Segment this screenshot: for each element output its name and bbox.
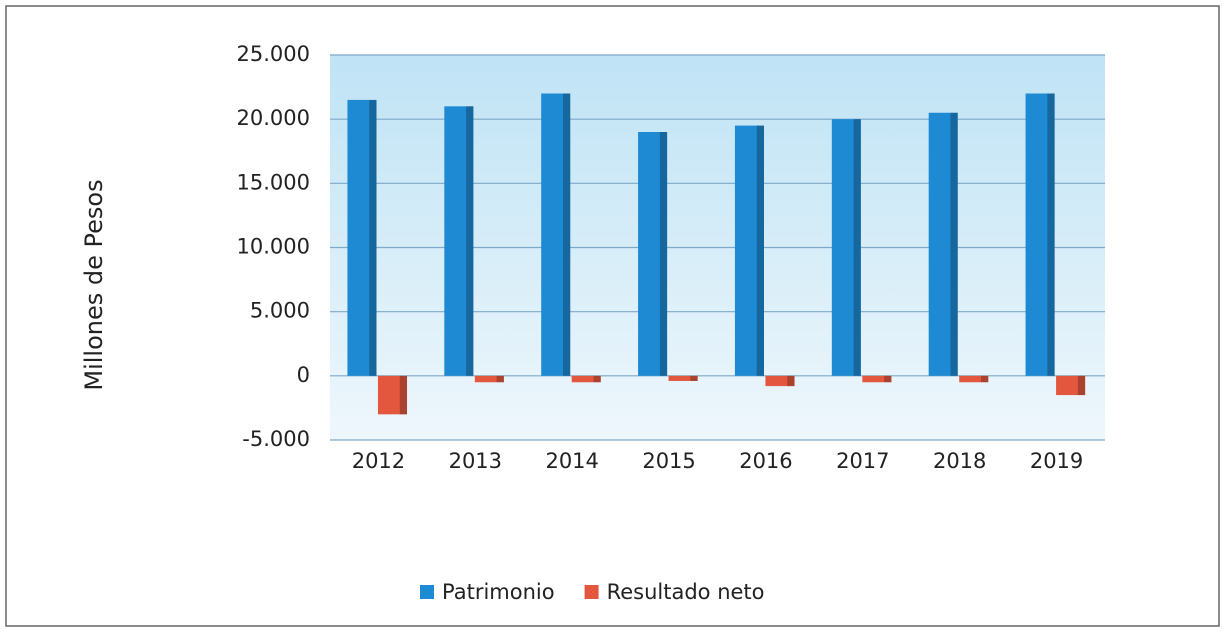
y-tick-label: 10.000	[237, 235, 310, 259]
bar	[668, 375, 698, 381]
bar-shade	[853, 119, 861, 376]
x-tick-label: 2017	[836, 449, 889, 473]
bar	[347, 99, 377, 376]
bar	[928, 112, 958, 376]
bar-shade	[756, 125, 764, 376]
bar	[1056, 375, 1086, 396]
bar-shade	[562, 93, 571, 376]
y-tick-label: 5.000	[250, 299, 310, 323]
y-tick-label: 0	[297, 363, 310, 387]
bar	[571, 375, 601, 383]
bar	[734, 125, 764, 376]
bar-shade	[1077, 375, 1086, 396]
bar-shade	[369, 99, 377, 376]
bar	[377, 375, 408, 415]
x-tick-label: 2019	[1030, 449, 1083, 473]
bar	[474, 375, 504, 383]
bar-shade	[593, 375, 601, 383]
x-tick-label: 2016	[739, 449, 792, 473]
y-tick-label: -5.000	[242, 427, 310, 451]
bar-shade	[884, 375, 892, 383]
x-tick-label: 2014	[545, 449, 598, 473]
legend-swatch	[584, 585, 599, 599]
bar	[959, 375, 989, 383]
x-tick-label: 2015	[642, 449, 695, 473]
y-tick-label: 20.000	[237, 106, 310, 130]
bar-shade	[981, 375, 989, 383]
bar-shade	[399, 375, 408, 415]
bar-shade	[690, 375, 698, 381]
legend-swatch	[420, 585, 434, 599]
bar	[1025, 93, 1055, 376]
bar	[862, 375, 892, 383]
bar	[831, 119, 861, 376]
bar-shade	[950, 112, 958, 376]
legend-label: Patrimonio	[442, 580, 555, 604]
y-tick-label: 15.000	[237, 170, 310, 194]
legend-label: Resultado neto	[607, 580, 765, 604]
y-axis-label: Millones de Pesos	[80, 179, 108, 390]
bar-shade	[659, 132, 668, 376]
bar-shade	[496, 375, 504, 383]
x-tick-label: 2013	[449, 449, 502, 473]
bar	[541, 93, 571, 376]
bar	[638, 132, 668, 376]
x-tick-label: 2012	[352, 449, 405, 473]
y-tick-label: 25.000	[237, 42, 310, 66]
x-tick-label: 2018	[933, 449, 986, 473]
bar-shade	[466, 106, 474, 376]
bar-shade	[1047, 93, 1055, 376]
bar	[444, 106, 474, 376]
bar-shade	[787, 375, 795, 387]
bar	[765, 375, 795, 387]
